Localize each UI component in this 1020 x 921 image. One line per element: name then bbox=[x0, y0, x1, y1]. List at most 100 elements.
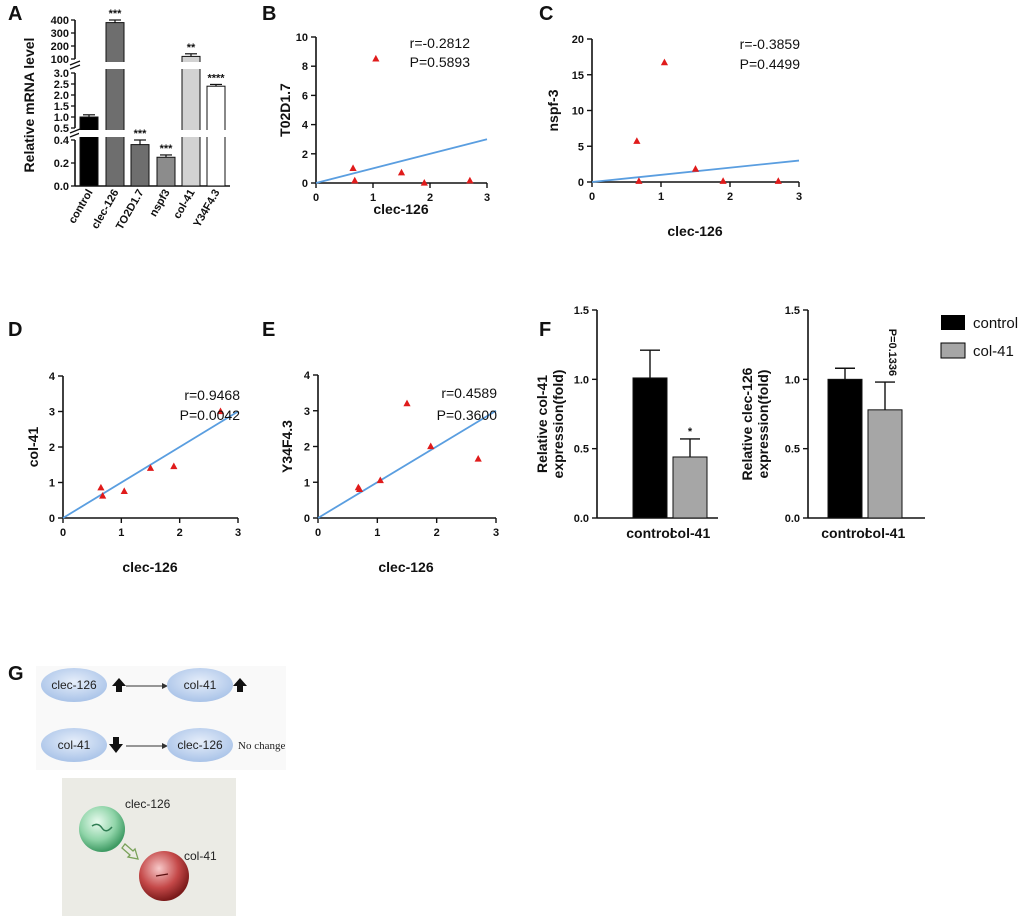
y-tick-label: 0.0 bbox=[574, 513, 589, 525]
y-tick-label: 0.2 bbox=[54, 158, 69, 170]
y-tick-label: 3 bbox=[304, 406, 310, 418]
y-tick-label: 400 bbox=[51, 15, 69, 27]
data-point bbox=[349, 164, 357, 171]
correlation-r: r=0.4589 bbox=[441, 385, 497, 401]
data-point bbox=[97, 483, 105, 491]
y-tick-label: 1 bbox=[49, 478, 55, 490]
bar bbox=[867, 409, 903, 519]
y-tick-label: 0.5 bbox=[54, 123, 69, 135]
y-tick-label: 6 bbox=[302, 90, 308, 102]
x-tick-label: 0 bbox=[60, 527, 66, 539]
label-col41-row2: col-41 bbox=[58, 738, 91, 752]
significance-marker: * bbox=[688, 426, 693, 438]
y-tick-label: 3.0 bbox=[54, 68, 69, 80]
y-tick-label: 200 bbox=[51, 41, 69, 53]
data-point bbox=[376, 476, 384, 484]
data-point bbox=[146, 464, 155, 471]
y-axis-label: col-41 bbox=[25, 427, 41, 468]
x-tick-label: 2 bbox=[427, 192, 433, 204]
x-tick-label: 0 bbox=[313, 192, 319, 204]
ellipse-col41-row2 bbox=[41, 728, 107, 762]
no-change-note: No change bbox=[238, 740, 285, 752]
arrow-head-icon bbox=[162, 743, 168, 749]
y-axis-label: expression(fold) bbox=[550, 370, 566, 479]
x-tick-label: col-41 bbox=[171, 188, 197, 222]
panel-b-scatter: 0 1 2 3 0 2 4 6 8 10 r=-0.2812 P=0.5893 T02D1.7 clec-… bbox=[277, 32, 490, 217]
arrow-head-icon bbox=[162, 683, 168, 689]
x-tick-label: 1 bbox=[370, 192, 376, 204]
data-point bbox=[372, 54, 380, 62]
y-tick-label: 1.5 bbox=[574, 305, 589, 317]
sphere-label-col41: col-41 bbox=[184, 849, 217, 863]
data-point bbox=[635, 177, 643, 184]
axis-break-mark bbox=[69, 128, 81, 134]
y-tick-label: 4 bbox=[304, 370, 311, 382]
y-tick-label: 0 bbox=[49, 513, 55, 525]
legend-label-col41: col-41 bbox=[973, 343, 1014, 360]
significance-marker: *** bbox=[160, 143, 174, 155]
x-axis-label: clec-126 bbox=[667, 223, 722, 239]
x-tick-label: col-41 bbox=[865, 525, 906, 541]
label-clec126-row1: clec-126 bbox=[51, 678, 97, 692]
bar-break-gap bbox=[105, 62, 125, 69]
data-point bbox=[774, 177, 782, 184]
y-tick-label: 0 bbox=[304, 513, 310, 525]
y-axis-label: Y34F4.3 bbox=[279, 420, 295, 473]
y-tick-label: 1.0 bbox=[785, 374, 800, 386]
bar bbox=[181, 55, 201, 187]
panel-c-scatter: 0 1 2 3 0 5 10 15 20 r=-0.3859 P=0.4499 nspf-3 clec-… bbox=[545, 34, 802, 239]
sphere-texture bbox=[91, 823, 113, 832]
x-tick-label: 0 bbox=[589, 191, 595, 203]
y-tick-label: 5 bbox=[578, 141, 584, 153]
bar bbox=[130, 144, 150, 187]
y-tick-label: 0 bbox=[578, 177, 584, 189]
data-point bbox=[719, 177, 727, 184]
ellipse-clec126-row2 bbox=[167, 728, 233, 762]
y-tick-label: 2.0 bbox=[54, 90, 69, 102]
x-axis-label: clec-126 bbox=[373, 201, 428, 217]
y-tick-label: 1.0 bbox=[54, 112, 69, 124]
data-point bbox=[216, 407, 225, 415]
y-tick-label: 1.5 bbox=[54, 101, 69, 113]
data-point bbox=[120, 487, 128, 494]
col41-sphere bbox=[139, 851, 189, 901]
y-tick-label: 1.0 bbox=[574, 374, 589, 386]
y-axis-label: Relative mRNA level bbox=[21, 38, 37, 173]
down-arrow-icon bbox=[109, 737, 123, 753]
data-point bbox=[397, 168, 406, 176]
bar bbox=[105, 22, 125, 187]
significance-marker: **** bbox=[207, 72, 225, 84]
p-value: P=0.5893 bbox=[410, 54, 471, 70]
y-tick-label: 2 bbox=[302, 149, 308, 161]
data-point bbox=[351, 176, 359, 184]
y-tick-label: 0.4 bbox=[54, 135, 70, 147]
x-tick-label: 1 bbox=[118, 527, 124, 539]
y-tick-label: 3 bbox=[49, 407, 55, 419]
x-tick-label: 2 bbox=[727, 191, 733, 203]
panel-label-b: B bbox=[262, 3, 276, 25]
y-tick-label: 4 bbox=[302, 120, 309, 132]
x-tick-label: 2 bbox=[177, 527, 183, 539]
bar bbox=[79, 116, 99, 187]
panel-label-g: G bbox=[8, 663, 24, 685]
x-tick-label: 1 bbox=[374, 527, 380, 539]
sphere-label-clec126: clec-126 bbox=[125, 797, 171, 811]
sphere-texture bbox=[155, 873, 169, 877]
x-tick-label: 3 bbox=[235, 527, 241, 539]
ellipse-clec126-row1 bbox=[41, 668, 107, 702]
data-point bbox=[99, 491, 107, 499]
data-point bbox=[420, 179, 428, 186]
y-tick-label: 0.0 bbox=[54, 181, 69, 193]
legend-swatch-control bbox=[941, 315, 965, 330]
axis-break-mark bbox=[69, 60, 81, 66]
legend-label-control: control bbox=[973, 315, 1018, 332]
y-tick-label: 1.5 bbox=[785, 305, 800, 317]
panel-d-scatter: 0 1 2 3 0 1 2 3 4 r=0.9468 P=0.0042 col-41 clec-126 bbox=[25, 371, 241, 575]
panel-label-a: A bbox=[8, 3, 22, 25]
bar-break-gap bbox=[181, 130, 201, 137]
panel-label-c: C bbox=[539, 3, 553, 25]
bar bbox=[632, 377, 668, 519]
regression-line bbox=[315, 138, 488, 184]
